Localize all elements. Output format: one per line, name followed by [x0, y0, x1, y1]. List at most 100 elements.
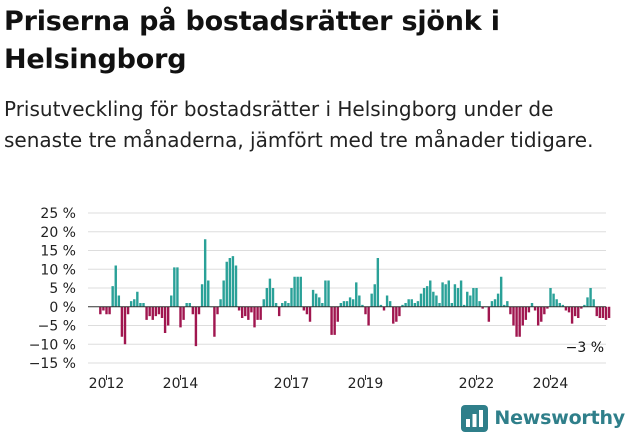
- bar: [228, 258, 232, 307]
- bar: [207, 280, 210, 307]
- bar: [170, 295, 173, 307]
- bar: [432, 291, 435, 307]
- bar: [376, 258, 380, 307]
- bar: [108, 306, 111, 315]
- bar: [203, 239, 207, 307]
- x-tick-label: 2017: [274, 376, 310, 392]
- bar: [157, 306, 161, 315]
- bar: [299, 276, 302, 307]
- bar: [253, 306, 256, 328]
- x-tick-label: 2024: [533, 376, 569, 392]
- bar: [262, 299, 265, 307]
- bar: [589, 288, 592, 307]
- bar: [410, 299, 413, 307]
- bar: [546, 306, 549, 309]
- bar: [401, 304, 404, 307]
- bar: [355, 282, 358, 307]
- bar: [478, 301, 481, 307]
- bar: [129, 301, 133, 307]
- bar: [314, 293, 318, 307]
- bar: [277, 306, 281, 317]
- x-axis: 2012 2014 2017 2019 2022 2024: [89, 375, 569, 392]
- bar: [518, 306, 521, 337]
- bar: [311, 289, 315, 307]
- bar: [540, 306, 543, 322]
- bar: [293, 276, 296, 307]
- bar: [450, 303, 454, 307]
- bar: [213, 306, 216, 337]
- bar: [573, 306, 577, 317]
- bar: [398, 306, 401, 317]
- bar: [237, 306, 241, 311]
- brand-logo: Newsworthy: [461, 403, 625, 433]
- bar: [265, 288, 269, 307]
- bar: [395, 306, 398, 322]
- annotations: −3 %: [566, 340, 604, 356]
- bar: [490, 301, 494, 307]
- brand-name: Newsworthy: [494, 407, 625, 429]
- bar: [592, 299, 595, 307]
- bar: [481, 306, 484, 309]
- bar: [413, 303, 417, 307]
- y-tick-label: 25 %: [40, 206, 76, 222]
- bar: [607, 306, 611, 318]
- bar: [373, 284, 376, 307]
- bar: [333, 306, 336, 335]
- bar: [364, 306, 367, 315]
- bar: [182, 306, 185, 320]
- bar: [583, 304, 586, 307]
- bar: [564, 306, 568, 311]
- bar: [216, 306, 219, 315]
- bar: [244, 306, 247, 317]
- bar: [256, 306, 259, 320]
- y-tick-label: −5 %: [38, 319, 76, 335]
- bar: [154, 306, 158, 317]
- bar: [515, 306, 518, 337]
- bar: [99, 306, 102, 315]
- x-tick-label: 2014: [163, 376, 199, 392]
- y-tick-label: 15 %: [40, 244, 76, 260]
- bar: [503, 304, 506, 307]
- bar: [407, 299, 410, 307]
- bar: [188, 303, 191, 307]
- bar: [327, 280, 330, 307]
- bar: [512, 306, 515, 326]
- y-axis: −15 % −10 % −5 % 0 % 5 % 10 % 15 % 20 % 25 %: [29, 206, 76, 372]
- bar: [388, 301, 392, 307]
- bar: [527, 306, 531, 313]
- bar: [274, 303, 278, 307]
- bar: [496, 293, 500, 307]
- bar: [580, 306, 583, 309]
- bar: [567, 306, 571, 313]
- bar: [493, 299, 497, 307]
- bar-chart: −15 % −10 % −5 % 0 % 5 % 10 % 15 % 20 % 25 % 201…: [29, 206, 611, 392]
- bar: [117, 295, 121, 307]
- bar: [509, 306, 512, 315]
- bar: [456, 288, 460, 307]
- bar: [240, 306, 244, 318]
- bar: [133, 299, 136, 307]
- bar: [441, 282, 444, 307]
- bar: [416, 301, 420, 307]
- bar: [296, 276, 299, 307]
- bar: [271, 288, 275, 307]
- bar: [173, 267, 176, 307]
- bar: [290, 288, 293, 307]
- bar: [166, 306, 170, 326]
- x-tick-label: 2012: [89, 376, 125, 392]
- bar: [163, 306, 167, 333]
- bar: [444, 284, 447, 307]
- bar: [595, 306, 598, 317]
- y-tick-label: −10 %: [29, 337, 76, 353]
- bar: [225, 261, 228, 307]
- bar: [536, 306, 540, 326]
- bar: [176, 267, 179, 307]
- bar: [348, 297, 352, 307]
- bar: [302, 306, 306, 311]
- bars: [99, 239, 611, 347]
- x-tick-label: 2019: [348, 376, 384, 392]
- bar: [259, 306, 262, 320]
- bar: [148, 306, 151, 317]
- bar: [139, 303, 142, 307]
- bar: [524, 306, 528, 320]
